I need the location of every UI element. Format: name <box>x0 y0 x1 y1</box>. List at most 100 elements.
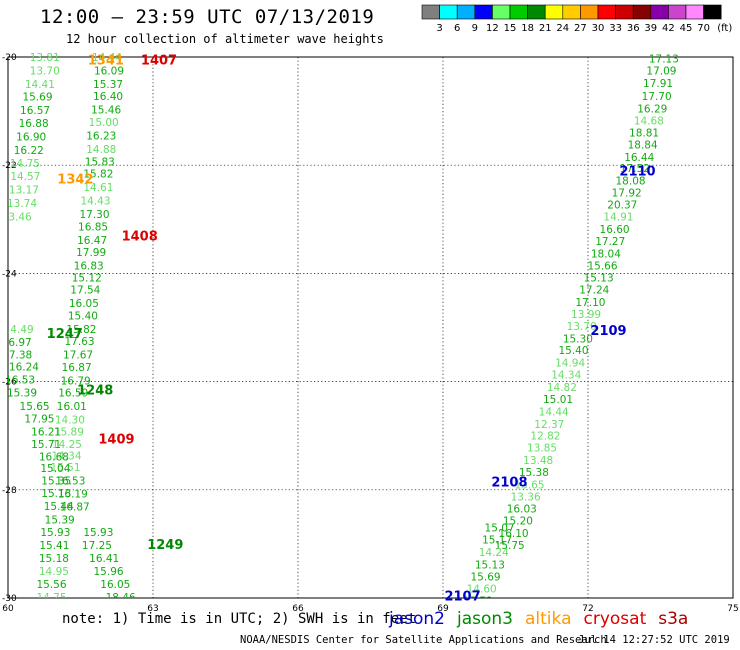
satellite-legend-item: jason3 <box>457 609 513 629</box>
color-scale-tick: 42 <box>662 23 675 34</box>
satellite-legend-item: cryosat <box>583 609 647 629</box>
wave-height-value: 15.69 <box>471 571 501 583</box>
pass-label: 1408 <box>122 230 158 245</box>
wave-height-value: 16.22 <box>14 145 44 157</box>
wave-height-value: 15.75 <box>495 540 525 552</box>
satellite-legend-item: altika <box>525 609 572 629</box>
pass-label: 2108 <box>491 476 527 491</box>
color-scale-tick: 9 <box>472 23 478 34</box>
wave-height-value: 15.12 <box>72 273 102 285</box>
wave-height-value: 16.24 <box>9 361 39 373</box>
wave-height-value: 16.68 <box>39 451 69 463</box>
wave-height-value: 18.00 <box>122 644 152 650</box>
color-scale-tick: 12 <box>486 23 499 34</box>
chart-subtitle: 12 hour collection of altimeter wave hei… <box>66 32 384 46</box>
wave-height-value: 14.44 <box>92 52 122 64</box>
pass-label: 2110 <box>619 165 655 180</box>
wave-height-value: 17.13 <box>649 54 679 66</box>
wave-height-value: 15.51 <box>50 462 80 474</box>
wave-height-value: 14.44 <box>539 406 569 418</box>
satellite-legend-item: s3a <box>658 609 689 629</box>
wave-height-value: 15.56 <box>36 579 66 591</box>
wave-height-value: 20.37 <box>607 200 637 212</box>
wave-height-value: 15.00 <box>89 117 119 129</box>
wave-height-value: 15.39 <box>45 515 75 527</box>
wave-height-value: 16.05 <box>100 579 130 591</box>
credit-line: NOAA/NESDIS Center for Satellite Applica… <box>240 634 607 646</box>
wave-height-value: 16.85 <box>78 221 108 233</box>
color-scale-tick: 18 <box>521 23 534 34</box>
wave-height-value: 13.70 <box>567 321 597 333</box>
pass-label: 1407 <box>141 54 177 69</box>
wave-height-value: 15.93 <box>40 527 70 539</box>
wave-height-value: 18.84 <box>628 140 658 152</box>
wave-height-value: 16.60 <box>600 224 630 236</box>
wave-height-value: 14.30 <box>55 414 85 426</box>
wave-height-value: 13.17 <box>9 185 39 197</box>
wave-height-value: 16.87 <box>62 362 92 374</box>
wave-height-value: 15.89 <box>54 426 84 438</box>
wave-height-value: 15.82 <box>83 168 113 180</box>
wave-height-value: 15.41 <box>39 540 69 552</box>
color-scale-tick: 39 <box>644 23 657 34</box>
wave-height-value: 15.83 <box>85 156 115 168</box>
wave-height-value: 15.37 <box>93 79 123 91</box>
wave-height-value: 16.29 <box>637 103 667 115</box>
wave-height-value: 15.40 <box>68 311 98 323</box>
wave-height-value: 16.83 <box>74 260 104 272</box>
wave-height-value: 14.34 <box>51 451 81 463</box>
color-scale-tick: 3 <box>436 23 442 34</box>
wave-height-value: 17.92 <box>612 187 642 199</box>
wave-height-value: 15.13 <box>584 273 614 285</box>
wave-height-value: 17.25 <box>82 540 112 552</box>
color-scale-tick: 30 <box>592 23 605 34</box>
y-tick-label: -20 <box>2 53 17 63</box>
wave-height-value: 13.85 <box>527 443 557 455</box>
wave-height-value: 18.46 <box>106 592 136 604</box>
wave-height-value: 16.97 <box>2 337 32 349</box>
wave-height-value: 14.60 <box>467 583 497 595</box>
color-scale-legend: 3 6 9 12 15 18 21 24 27 30 33 36 39 42 45 70 (ft) <box>421 4 732 34</box>
wave-height-value: 14.88 <box>86 144 116 156</box>
wave-height-value: 14.34 <box>551 370 581 382</box>
wave-height-value: 15.65 <box>20 401 50 413</box>
pass-label: 2107 <box>444 589 480 604</box>
wave-height-value: 15.93 <box>83 527 113 539</box>
wave-height-value: 16.09 <box>94 66 124 78</box>
wave-height-value: 14.41 <box>25 79 55 91</box>
x-tick-label: 63 <box>147 604 158 614</box>
pass-label: 1409 <box>98 432 134 447</box>
x-tick-label: 72 <box>582 604 593 614</box>
wave-height-value: 16.21 <box>31 426 61 438</box>
wave-height-value: 14.82 <box>547 382 577 394</box>
wave-height-value: 13.74 <box>7 198 37 210</box>
wave-height-value: 13.46 <box>2 212 32 224</box>
wave-height-value: 14.75 <box>36 592 66 604</box>
wave-height-value: 18.08 <box>616 175 646 187</box>
pass-label: 1249 <box>147 538 183 553</box>
wave-height-value: 15.96 <box>94 566 124 578</box>
wave-height-value: 14.24 <box>479 547 509 559</box>
wave-height-value: 14.49 <box>4 324 34 336</box>
y-tick-label: -28 <box>2 486 17 496</box>
wave-height-value: 15.13 <box>475 559 505 571</box>
color-scale-tick: 21 <box>539 23 552 34</box>
wave-height-value: 17.95 <box>24 413 54 425</box>
wave-height-value: 16.01 <box>57 401 87 413</box>
wave-height-value: 14.43 <box>80 195 110 207</box>
footer-note: note: 1) Time is in UTC; 2) SWH is in fe… <box>62 611 417 627</box>
wave-height-value: 17.10 <box>575 297 605 309</box>
color-scale-swatch <box>703 4 722 20</box>
generated-timestamp: Jul 14 12:27:52 UTC 2019 <box>578 634 730 646</box>
wave-height-value: 15.18 <box>39 553 69 565</box>
y-tick-label: -26 <box>2 378 17 388</box>
wave-height-value: 16.53 <box>55 476 85 488</box>
wave-height-value: 15.69 <box>22 91 52 103</box>
wave-height-value: 15.35 <box>41 476 71 488</box>
color-scale-tick: 33 <box>609 23 622 34</box>
wave-height-value: 14.94 <box>555 358 585 370</box>
wave-height-value: 15.71 <box>31 439 61 451</box>
wave-height-value: 17.30 <box>79 209 109 221</box>
y-tick-label: -24 <box>2 269 17 279</box>
